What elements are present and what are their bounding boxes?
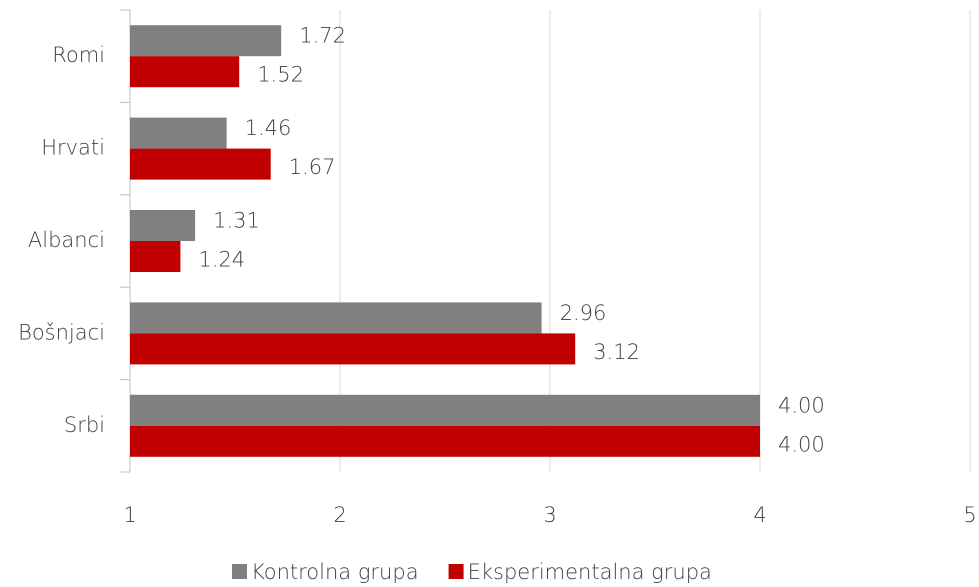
bar xyxy=(130,333,576,365)
data-label: 1.52 xyxy=(257,63,304,87)
data-label: 3.12 xyxy=(593,340,640,364)
bar xyxy=(130,425,760,457)
bar xyxy=(130,25,282,57)
data-label: 1.46 xyxy=(245,116,292,140)
legend-label: Kontrolna grupa xyxy=(251,560,419,584)
data-label: 1.24 xyxy=(198,248,245,272)
legend-label: Eksperimentalna grupa xyxy=(468,560,712,584)
bar xyxy=(130,210,196,241)
bar xyxy=(130,56,240,88)
x-tick-label: 1 xyxy=(123,503,136,527)
x-tick-label: 3 xyxy=(543,503,556,527)
data-label: 1.72 xyxy=(299,24,346,48)
x-tick-label: 2 xyxy=(333,503,346,527)
legend-swatch xyxy=(232,564,247,579)
x-tick-label: 4 xyxy=(753,503,766,527)
legend-swatch xyxy=(448,564,464,579)
data-label: 4.00 xyxy=(778,432,825,456)
data-label: 4.00 xyxy=(778,393,825,417)
y-tick-label: Albanci xyxy=(28,228,105,252)
bar xyxy=(130,241,181,272)
data-label: 1.67 xyxy=(289,155,336,179)
bar xyxy=(130,117,227,149)
bar xyxy=(130,148,271,180)
bar xyxy=(130,302,542,334)
y-tick-label: Srbi xyxy=(64,413,105,437)
y-tick-label: Bošnjaci xyxy=(18,320,105,344)
y-tick-label: Romi xyxy=(52,43,105,67)
data-label: 1.31 xyxy=(213,209,260,233)
y-tick-label: Hrvati xyxy=(41,136,105,160)
data-label: 2.96 xyxy=(560,301,607,325)
x-tick-label: 5 xyxy=(963,503,976,527)
bar xyxy=(130,394,760,426)
